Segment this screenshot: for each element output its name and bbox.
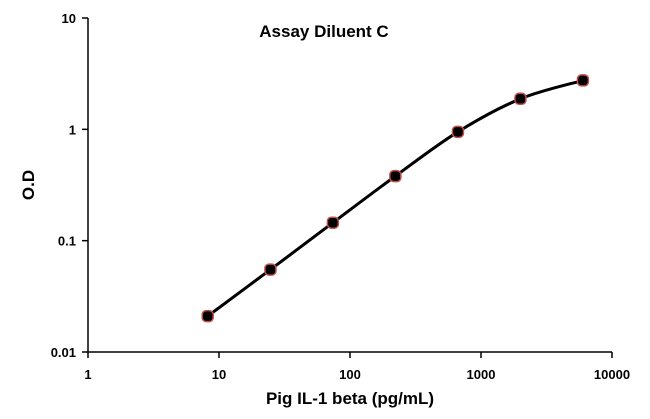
x-tick-label: 10 (212, 367, 226, 382)
chart-title: Assay Diluent C (259, 22, 388, 41)
x-ticks: 1 10 100 1000 10000 (84, 352, 630, 382)
data-point (389, 169, 402, 183)
x-tick-label: 1000 (467, 367, 496, 382)
plot-area (201, 74, 590, 323)
data-point (326, 216, 340, 229)
fit-curve (206, 78, 584, 318)
data-point (264, 263, 277, 276)
y-ticks: 0.01 0.1 1 10 (51, 11, 88, 360)
x-axis-title: Pig IL-1 beta (pg/mL) (266, 389, 434, 408)
x-tick-label: 100 (339, 367, 361, 382)
data-point (201, 309, 214, 323)
axes (87, 18, 612, 353)
x-tick-label: 1 (84, 367, 91, 382)
data-point (576, 74, 590, 87)
x-tick-label: 10000 (594, 367, 630, 382)
y-tick-label: 0.01 (51, 345, 76, 360)
y-tick-label: 10 (62, 11, 76, 26)
y-tick-label: 1 (69, 122, 76, 137)
y-tick-label: 0.1 (58, 234, 76, 249)
y-axis-title: O.D (19, 170, 38, 200)
data-point (514, 92, 527, 106)
data-point (451, 125, 465, 139)
